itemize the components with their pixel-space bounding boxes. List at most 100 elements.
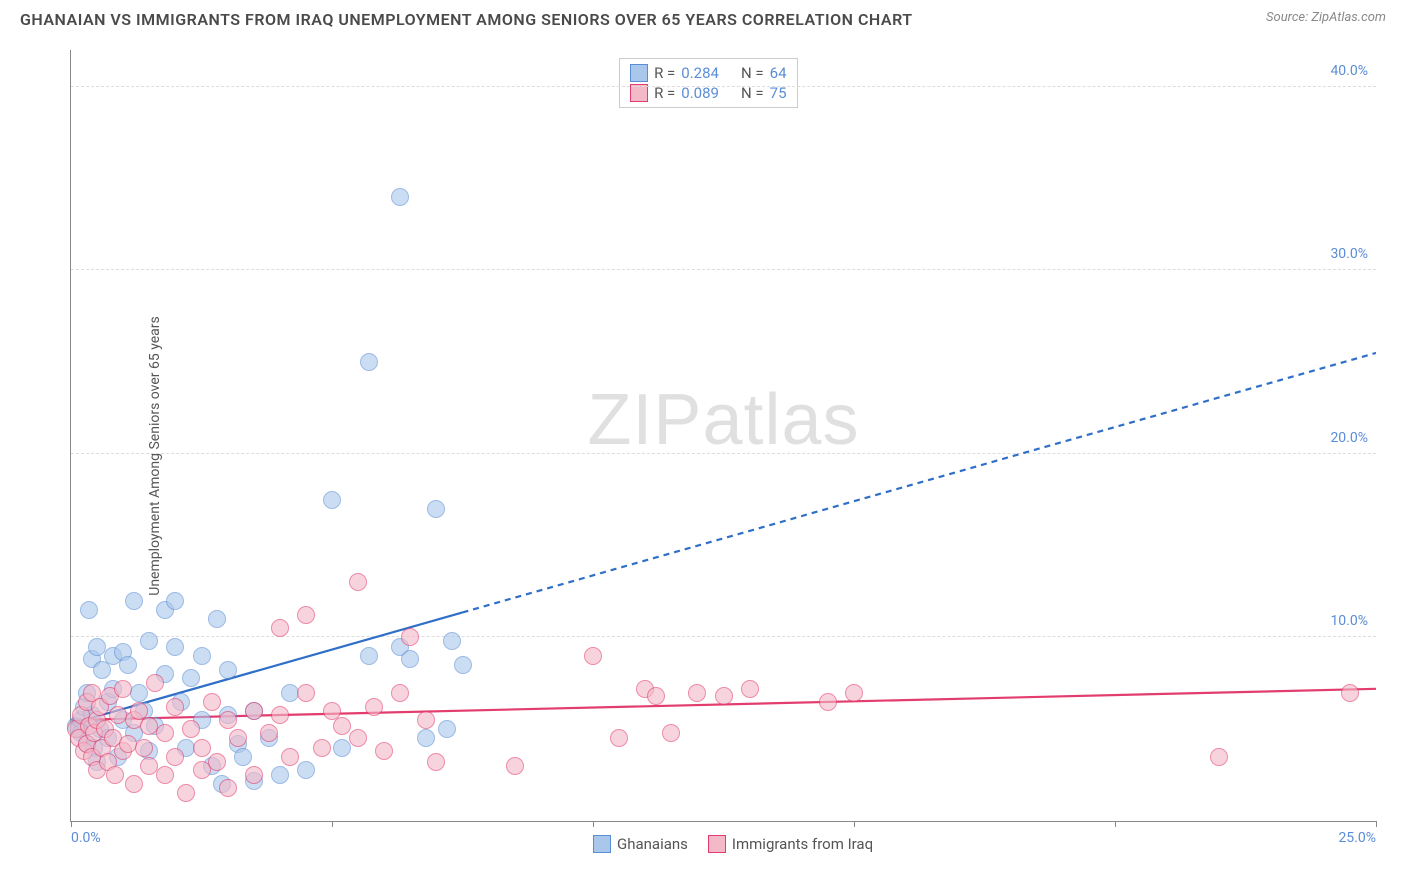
legend-series-item: Immigrants from Iraq <box>708 835 873 853</box>
data-point <box>360 353 378 371</box>
n-label: N = <box>741 64 764 82</box>
y-tick-label: 10.0% <box>1330 613 1368 629</box>
data-point <box>391 188 409 206</box>
chart-container: Unemployment Among Seniors over 65 years… <box>20 40 1386 872</box>
x-tick <box>1376 821 1377 827</box>
data-point <box>365 698 383 716</box>
data-point <box>401 650 419 668</box>
data-point <box>427 753 445 771</box>
data-point <box>506 757 524 775</box>
y-tick-label: 30.0% <box>1330 246 1368 262</box>
data-point <box>845 684 863 702</box>
data-point <box>193 739 211 757</box>
legend-series: Ghanaians Immigrants from Iraq <box>593 835 873 853</box>
chart-title: GHANAIAN VS IMMIGRANTS FROM IRAQ UNEMPLO… <box>20 10 913 29</box>
data-point <box>166 638 184 656</box>
gridline <box>71 86 1376 87</box>
data-point <box>156 724 174 742</box>
data-point <box>219 661 237 679</box>
data-point <box>80 601 98 619</box>
data-point <box>1341 684 1359 702</box>
source-label: Source: ZipAtlas.com <box>1266 10 1386 25</box>
data-point <box>819 693 837 711</box>
data-point <box>715 687 733 705</box>
data-point <box>417 729 435 747</box>
data-point <box>281 748 299 766</box>
legend-correlation: R =0.284N =64R =0.089N =75 <box>619 58 797 108</box>
data-point <box>427 500 445 518</box>
data-point <box>349 729 367 747</box>
data-point <box>245 766 263 784</box>
plot-area: ZIPatlas R =0.284N =64R =0.089N =75 Ghan… <box>70 50 1376 822</box>
legend-swatch <box>708 835 726 853</box>
data-point <box>182 669 200 687</box>
data-point <box>135 739 153 757</box>
data-point <box>234 748 252 766</box>
data-point <box>360 647 378 665</box>
data-point <box>271 619 289 637</box>
data-point <box>229 729 247 747</box>
data-point <box>208 753 226 771</box>
data-point <box>297 606 315 624</box>
legend-correlation-row: R =0.284N =64 <box>630 63 786 83</box>
data-point <box>193 647 211 665</box>
data-point <box>662 724 680 742</box>
data-point <box>401 628 419 646</box>
data-point <box>313 739 331 757</box>
data-point <box>260 724 278 742</box>
x-tick <box>332 821 333 827</box>
legend-series-label: Ghanaians <box>617 835 688 853</box>
data-point <box>208 610 226 628</box>
data-point <box>177 784 195 802</box>
data-point <box>219 779 237 797</box>
data-point <box>140 632 158 650</box>
watermark: ZIPatlas <box>587 379 859 461</box>
data-point <box>125 592 143 610</box>
x-tick <box>593 821 594 827</box>
data-point <box>438 720 456 738</box>
data-point <box>1210 748 1228 766</box>
gridline <box>71 636 1376 637</box>
data-point <box>688 684 706 702</box>
data-point <box>454 656 472 674</box>
data-point <box>156 766 174 784</box>
x-tick <box>1115 821 1116 827</box>
y-tick-label: 40.0% <box>1330 63 1368 79</box>
data-point <box>219 711 237 729</box>
n-value: 64 <box>770 64 787 82</box>
data-point <box>114 680 132 698</box>
x-tick <box>71 821 72 827</box>
data-point <box>417 711 435 729</box>
y-tick-label: 20.0% <box>1330 430 1368 446</box>
data-point <box>203 693 221 711</box>
legend-swatch <box>593 835 611 853</box>
data-point <box>125 775 143 793</box>
data-point <box>245 702 263 720</box>
gridline <box>71 453 1376 454</box>
title-bar: GHANAIAN VS IMMIGRANTS FROM IRAQ UNEMPLO… <box>0 0 1406 34</box>
data-point <box>647 687 665 705</box>
data-point <box>166 748 184 766</box>
data-point <box>333 717 351 735</box>
x-tick-label: 0.0% <box>71 830 101 846</box>
r-label: R = <box>654 64 675 82</box>
data-point <box>323 491 341 509</box>
x-tick <box>854 821 855 827</box>
data-point <box>741 680 759 698</box>
data-point <box>146 674 164 692</box>
data-point <box>443 632 461 650</box>
data-point <box>297 761 315 779</box>
data-point <box>119 656 137 674</box>
data-point <box>166 698 184 716</box>
data-point <box>391 684 409 702</box>
data-point <box>349 573 367 591</box>
legend-series-item: Ghanaians <box>593 835 688 853</box>
data-point <box>271 766 289 784</box>
data-point <box>584 647 602 665</box>
data-point <box>610 729 628 747</box>
data-point <box>271 706 289 724</box>
x-tick-label: 25.0% <box>1338 830 1376 846</box>
data-point <box>166 592 184 610</box>
gridline <box>71 269 1376 270</box>
data-point <box>106 766 124 784</box>
